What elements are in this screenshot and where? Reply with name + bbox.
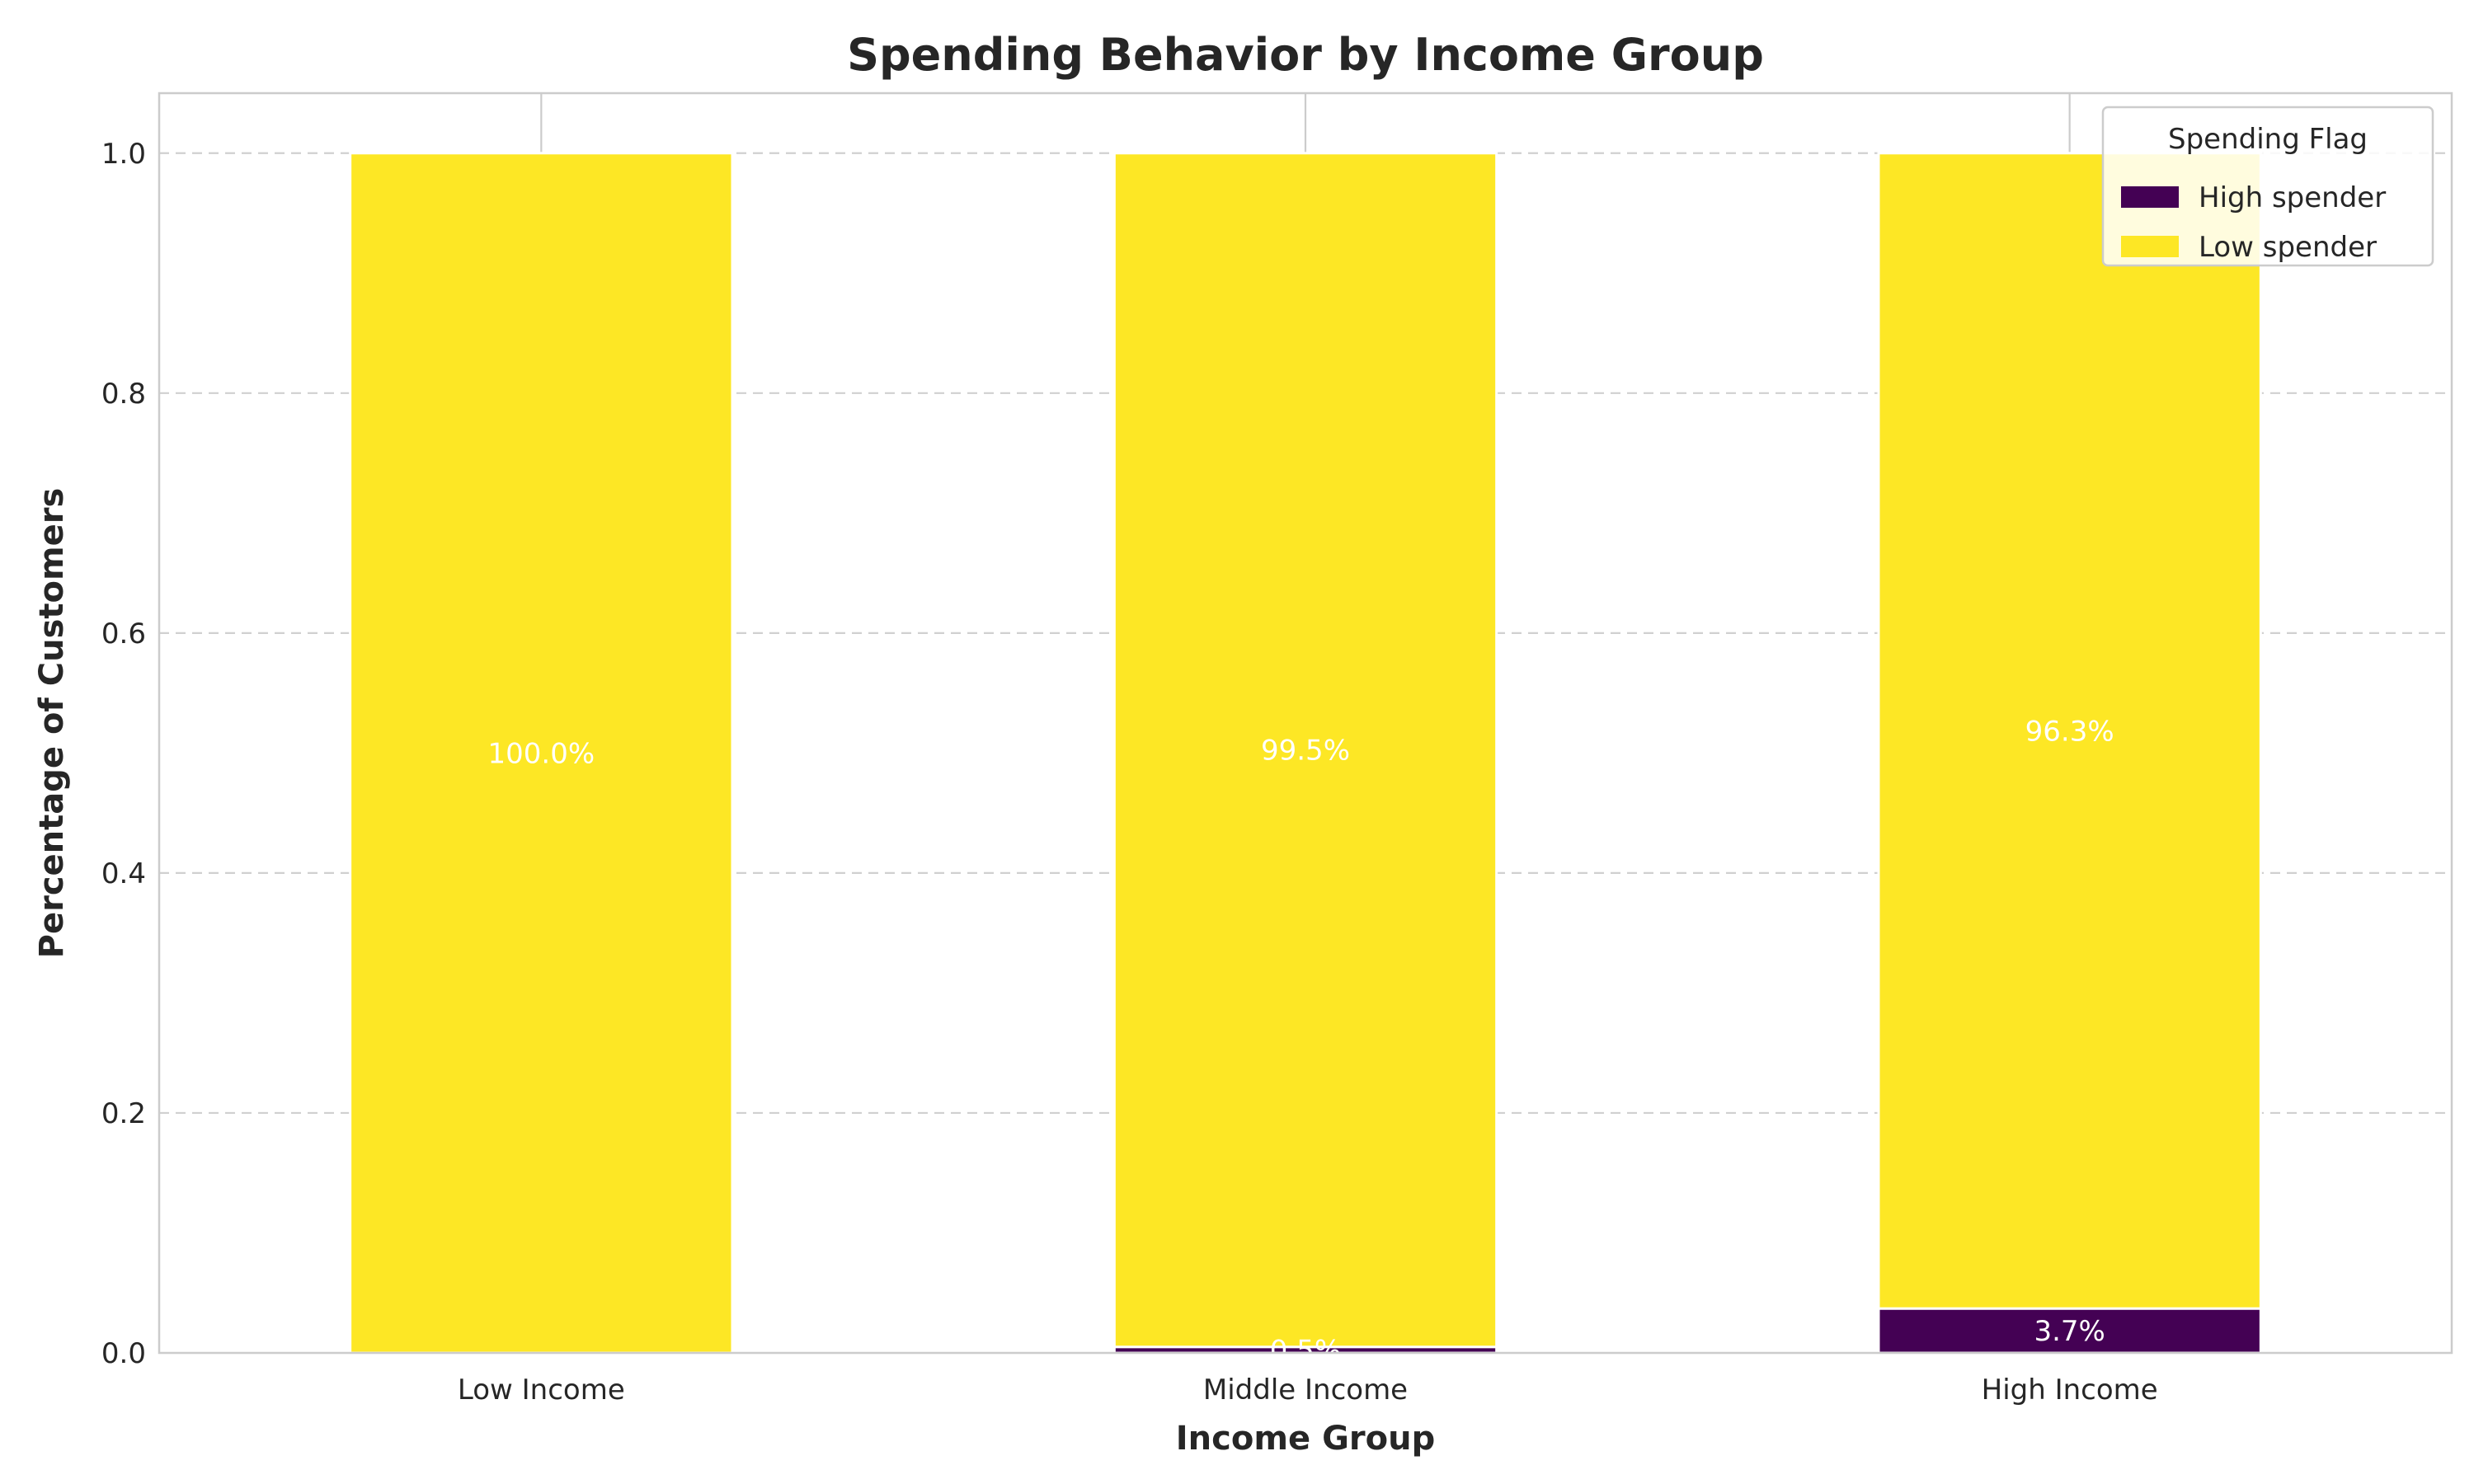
y-tick-label: 0.8 bbox=[101, 378, 146, 411]
y-tick-label: 0.0 bbox=[101, 1337, 146, 1370]
y-tick-label: 0.6 bbox=[101, 618, 146, 650]
y-axis-title: Percentage of Customers bbox=[33, 488, 71, 959]
plot-frame bbox=[158, 92, 2453, 1355]
data-label: 99.5% bbox=[1261, 735, 1350, 768]
legend-label-high-spender: High spender bbox=[2199, 181, 2386, 214]
chart-title: Spending Behavior by Income Group bbox=[847, 29, 1764, 81]
x-tick-label: Low Income bbox=[458, 1374, 625, 1407]
bar-segment bbox=[1877, 152, 2262, 1310]
x-tick-label: Middle Income bbox=[1203, 1374, 1408, 1407]
legend-label-low-spender: Low spender bbox=[2199, 231, 2377, 264]
bar-segment bbox=[1877, 1307, 2262, 1355]
x-tick-label: High Income bbox=[1982, 1374, 2158, 1407]
legend: Spending Flag High spender Low spender bbox=[2101, 106, 2434, 267]
x-axis-title: Income Group bbox=[1176, 1420, 1435, 1458]
y-tick-label: 0.4 bbox=[101, 857, 146, 890]
y-tick-label: 1.0 bbox=[101, 138, 146, 171]
legend-title: Spending Flag bbox=[2168, 123, 2368, 156]
legend-swatch-low-spender bbox=[2121, 236, 2179, 257]
legend-box bbox=[2101, 106, 2434, 267]
bar-segment bbox=[349, 152, 734, 1355]
bar-segment bbox=[1112, 152, 1498, 1349]
data-label: 0.5% bbox=[1270, 1334, 1341, 1367]
bar-layer bbox=[349, 152, 2262, 1355]
label-layer: 100.0% 0.5% 99.5% 3.7% 96.3% bbox=[488, 715, 2114, 1367]
data-label: 96.3% bbox=[2025, 715, 2114, 748]
tick-layer: 0.0 0.2 0.4 0.6 0.8 1.0 Low Income Middle Incom… bbox=[101, 138, 2158, 1407]
data-label: 3.7% bbox=[2034, 1315, 2105, 1348]
legend-swatch-high-spender bbox=[2121, 186, 2179, 208]
data-label: 100.0% bbox=[488, 737, 595, 770]
y-tick-label: 0.2 bbox=[101, 1097, 146, 1130]
